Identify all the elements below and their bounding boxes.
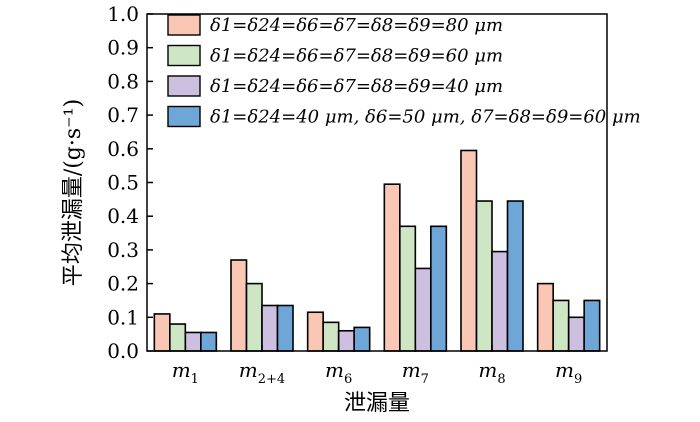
bar-m8-series-4 xyxy=(506,200,524,352)
x-tick-label-subscript: 9 xyxy=(574,372,582,387)
y-axis: 0.0 0.1 0.2 0.3 0.4 0.5 0.6 0.7 0.8 0.9 1.0 xyxy=(107,2,153,363)
legend-swatch-1 xyxy=(167,14,201,36)
bar-m8-series-1 xyxy=(460,149,478,352)
bar-m8-series-2 xyxy=(475,200,493,352)
legend-swatch-4 xyxy=(167,105,201,128)
bars-layer xyxy=(153,149,601,352)
x-tick-label: m7 xyxy=(402,358,429,387)
legend: δ1=δ24=δ6=δ7=δ8=δ9=80 μm δ1=δ24=δ6=δ7=δ8=… xyxy=(167,14,641,128)
bar-m1-series-4 xyxy=(200,331,218,352)
x-tick-label-subscript: 8 xyxy=(497,372,505,387)
bar-m6-series-4 xyxy=(353,326,371,352)
bar-m6-series-3 xyxy=(337,329,355,352)
x-tick-label-base: m xyxy=(555,358,574,382)
y-tick-label: 0.6 xyxy=(107,137,139,161)
bar-m6-series-2 xyxy=(322,321,340,352)
y-tick-label: 0.5 xyxy=(107,171,139,195)
y-tick-label: 0.7 xyxy=(107,103,139,127)
bar-m7-series-2 xyxy=(399,225,417,352)
legend-label-1: δ1=δ24=δ6=δ7=δ8=δ9=80 μm xyxy=(210,15,503,36)
x-axis: m1 m2+4 m6 m7 m8 m9 xyxy=(172,345,582,387)
legend-swatch-2 xyxy=(167,44,201,67)
bar-m9-series-1 xyxy=(536,282,554,352)
y-tick-label: 0.0 xyxy=(107,339,139,363)
y-tick-label: 0.8 xyxy=(107,69,139,93)
y-tick-label: 0.1 xyxy=(107,305,139,329)
y-axis-title: 平均泄漏量/(g·s⁻¹) xyxy=(61,99,86,286)
x-tick-label-subscript: 2+4 xyxy=(258,372,285,387)
bar-m8-series-3 xyxy=(491,250,509,352)
x-tick-label: m8 xyxy=(478,358,505,387)
legend-label-3: δ1=δ24=δ6=δ7=δ8=δ9=40 μm xyxy=(210,76,503,97)
y-tick-label: 0.3 xyxy=(107,238,139,262)
bar-m2+4-series-4 xyxy=(276,304,294,352)
bar-m2+4-series-1 xyxy=(230,259,248,352)
y-tick-label: 0.2 xyxy=(107,272,139,296)
x-tick-label-base: m xyxy=(172,358,191,382)
x-tick-label-subscript: 7 xyxy=(421,372,429,387)
legend-swatch-3 xyxy=(167,75,201,97)
bar-m1-series-2 xyxy=(169,323,187,352)
x-tick-label-subscript: 1 xyxy=(191,372,199,387)
legend-label-2: δ1=δ24=δ6=δ7=δ8=δ9=60 μm xyxy=(210,46,503,67)
bar-m7-series-4 xyxy=(430,225,448,352)
bar-m7-series-3 xyxy=(414,267,432,352)
x-axis-title: 泄漏量 xyxy=(344,391,410,416)
x-tick-label-base: m xyxy=(325,358,344,382)
bar-m1-series-1 xyxy=(153,313,171,352)
x-tick-label: m6 xyxy=(325,358,352,387)
x-tick-label-base: m xyxy=(402,358,421,382)
bar-m2+4-series-2 xyxy=(245,282,263,352)
x-tick-label-subscript: 6 xyxy=(344,372,352,387)
bar-m7-series-1 xyxy=(383,183,401,352)
x-tick-label: m1 xyxy=(172,358,199,387)
y-tick-label: 0.9 xyxy=(107,36,139,60)
y-tick-label: 1.0 xyxy=(107,2,139,26)
bar-m9-series-2 xyxy=(552,299,570,352)
bar-m6-series-1 xyxy=(306,311,324,352)
x-tick-label: m9 xyxy=(555,358,582,387)
x-tick-label-base: m xyxy=(478,358,497,382)
y-tick-label: 0.4 xyxy=(107,204,139,228)
bar-m2+4-series-3 xyxy=(261,304,279,352)
bar-m9-series-4 xyxy=(583,299,601,352)
legend-label-4: δ1=δ24=40 μm, δ6=50 μm, δ7=δ8=δ9=60 μm xyxy=(210,107,641,128)
x-tick-label-base: m xyxy=(239,358,258,382)
x-tick-label: m2+4 xyxy=(239,358,285,387)
bar-m1-series-3 xyxy=(184,331,202,352)
bar-m9-series-3 xyxy=(567,316,585,352)
